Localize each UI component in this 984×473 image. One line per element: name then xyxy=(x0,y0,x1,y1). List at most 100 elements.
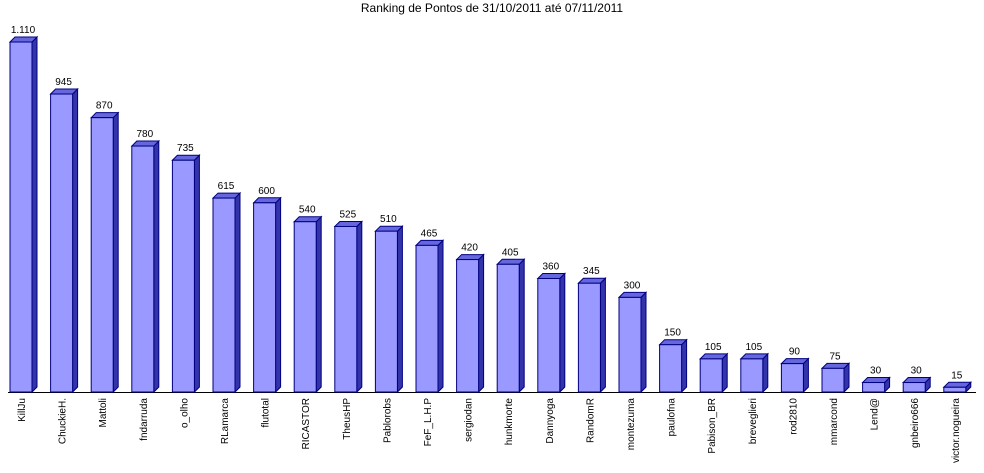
value-label: 360 xyxy=(542,261,559,272)
bar-top xyxy=(861,377,891,384)
bar-top xyxy=(333,220,364,227)
x-tick-label: Lend@ xyxy=(870,398,881,430)
x-tick-label: mmarcond xyxy=(829,398,840,445)
x-tick-label: RLamarca xyxy=(220,398,231,445)
bar-top xyxy=(455,254,485,261)
bar xyxy=(334,225,358,393)
value-label: 615 xyxy=(218,181,235,192)
bar xyxy=(780,363,804,393)
x-tick-label: KillJu xyxy=(17,398,28,422)
value-label: 105 xyxy=(745,342,762,353)
value-label: 30 xyxy=(911,366,923,377)
value-label: 405 xyxy=(502,247,519,258)
x-tick-label: RandomR xyxy=(585,398,596,443)
bar-top xyxy=(89,112,120,119)
x-tick-label: ChuckieH. xyxy=(58,398,69,444)
bar-side xyxy=(599,277,606,394)
value-label: 735 xyxy=(177,143,194,154)
x-tick-label: flutotal xyxy=(261,398,272,427)
value-label: 345 xyxy=(583,266,600,277)
bar-side xyxy=(396,224,403,394)
value-label: 945 xyxy=(55,77,72,88)
bar xyxy=(171,159,195,393)
bar-top xyxy=(739,353,770,360)
chart-title: Ranking de Pontos de 31/10/2011 até 07/1… xyxy=(361,1,624,15)
bar-top xyxy=(130,140,161,147)
bar-side xyxy=(559,272,566,394)
x-tick-label: sergiodan xyxy=(464,398,475,442)
value-label: 150 xyxy=(664,328,681,339)
bar-top xyxy=(292,216,323,223)
x-tick-label: Dannyoga xyxy=(545,398,556,444)
value-label: 870 xyxy=(96,101,113,112)
bar-side xyxy=(275,196,282,394)
bar-top xyxy=(8,36,39,43)
value-label: 75 xyxy=(829,351,841,362)
bar-side xyxy=(234,191,241,394)
bar-top xyxy=(536,272,567,279)
value-label: 90 xyxy=(789,347,801,358)
bar-top xyxy=(698,353,729,360)
value-label: 15 xyxy=(951,370,963,381)
bar xyxy=(618,296,642,393)
value-label: 300 xyxy=(624,280,641,291)
bar-top xyxy=(495,258,526,265)
bar-side xyxy=(153,139,160,394)
x-tick-label: FeF_L.H.P xyxy=(423,398,434,447)
bar xyxy=(374,230,398,393)
x-tick-label: Mattoli xyxy=(98,398,109,427)
value-label: 465 xyxy=(421,228,438,239)
bar-side xyxy=(721,352,728,394)
bar xyxy=(821,367,845,393)
bar-side xyxy=(437,239,444,394)
bar xyxy=(9,41,33,393)
bar-side xyxy=(193,154,200,394)
value-label: 1.110 xyxy=(11,25,36,36)
bar-side xyxy=(802,357,809,394)
bar-top xyxy=(820,362,851,369)
bar-side xyxy=(112,111,119,394)
bar-top xyxy=(252,197,282,204)
value-label: 105 xyxy=(705,342,722,353)
bar-top xyxy=(658,339,688,346)
bar xyxy=(902,382,926,393)
value-label: 780 xyxy=(136,129,153,140)
x-tick-label: RICASTOR xyxy=(301,398,312,450)
bar-top xyxy=(617,291,648,298)
bar-top xyxy=(577,277,607,284)
bar-top xyxy=(171,154,201,161)
bar xyxy=(659,344,683,393)
bar xyxy=(862,382,886,393)
value-label: 30 xyxy=(870,366,882,377)
bar xyxy=(456,259,480,393)
value-label: 510 xyxy=(380,214,397,225)
bar xyxy=(90,117,114,393)
bar-top xyxy=(211,192,242,199)
bar-side xyxy=(315,215,322,394)
bar xyxy=(212,197,236,393)
x-tick-label: o_olho xyxy=(179,398,190,428)
bar-side xyxy=(72,87,79,394)
bar xyxy=(415,244,439,393)
value-label: 420 xyxy=(461,243,478,254)
value-label: 600 xyxy=(258,186,275,197)
bar-side xyxy=(31,35,38,394)
value-label: 540 xyxy=(299,205,316,216)
bar xyxy=(699,358,723,393)
bar-top xyxy=(901,377,932,384)
x-tick-label: fndarruda xyxy=(139,398,150,441)
bar-side xyxy=(640,291,647,394)
bar xyxy=(577,282,601,393)
bar-top xyxy=(780,358,810,365)
bar-top xyxy=(49,88,79,95)
x-tick-label: TheusHP xyxy=(342,398,353,440)
x-tick-label: rod2810 xyxy=(788,398,799,435)
x-tick-label: breveglieri xyxy=(748,398,759,444)
bar-top xyxy=(414,239,445,246)
bar xyxy=(537,277,561,393)
x-tick-label: victor.nogueira xyxy=(951,398,962,463)
bar xyxy=(496,263,520,393)
bar xyxy=(131,145,155,393)
value-label: 525 xyxy=(339,209,356,220)
